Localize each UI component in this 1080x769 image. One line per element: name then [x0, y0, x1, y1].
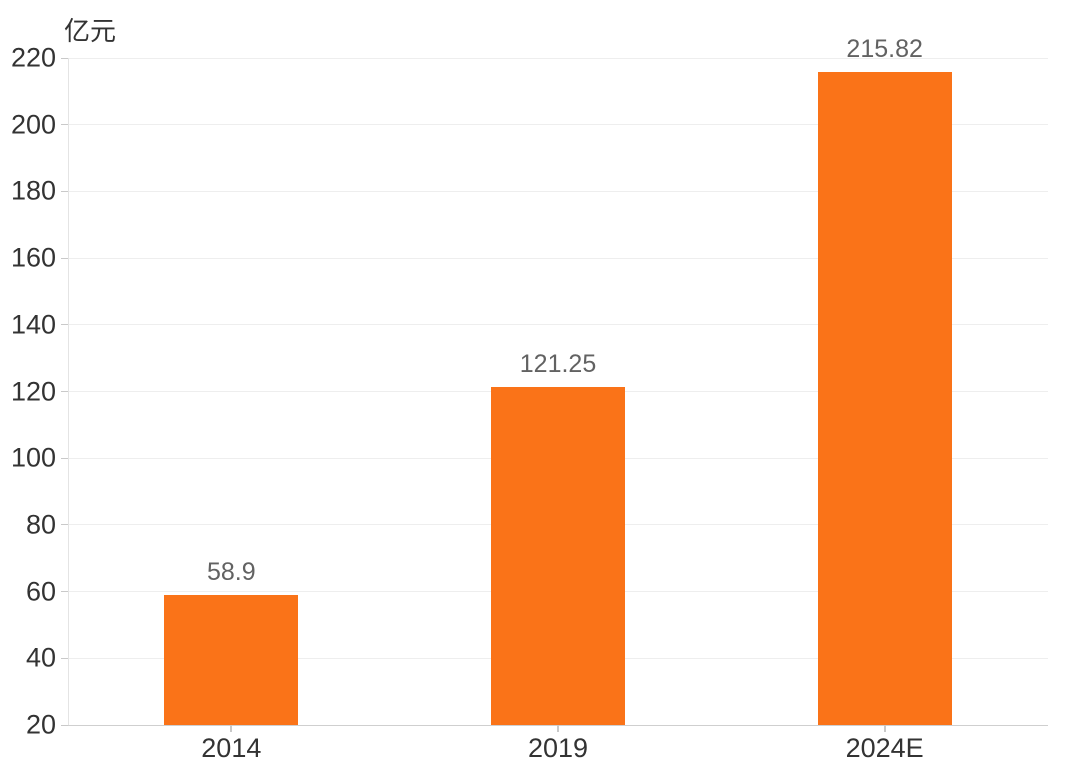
y-axis-tick-label: 40: [25, 642, 56, 673]
x-axis-tick: [557, 725, 559, 732]
y-axis-tick-label: 200: [10, 109, 56, 140]
bar-value-label: 121.25: [519, 350, 597, 379]
y-axis-tick: [61, 57, 68, 59]
y-axis-tick: [61, 190, 68, 192]
x-axis-tick-label: 2014: [201, 733, 262, 763]
x-axis-tick-label: 2024E: [845, 733, 924, 763]
y-axis-tick: [61, 524, 68, 526]
bar-value-label: 215.82: [846, 34, 923, 63]
x-axis-tick-label: 2019: [527, 733, 589, 763]
bar-2019: [491, 387, 625, 725]
y-gridline: [68, 190, 1048, 192]
y-axis-tick: [61, 657, 68, 659]
y-axis-tick: [61, 391, 68, 392]
bar-value-label: 58.9: [206, 558, 256, 587]
bar-2014: [164, 595, 299, 725]
y-axis-tick-label: 60: [25, 576, 56, 607]
x-axis-tick: [230, 725, 233, 732]
y-axis-tick: [61, 591, 68, 593]
x-axis-tick: [883, 725, 886, 732]
y-axis-tick: [61, 124, 68, 126]
y-gridline: [68, 124, 1048, 126]
y-axis-tick: [61, 724, 68, 726]
y-axis-tick-label: 140: [10, 309, 56, 340]
y-axis-tick-label: 20: [25, 709, 56, 740]
y-axis-tick: [61, 324, 68, 326]
y-axis-line: [68, 58, 69, 725]
y-axis-tick-label: 80: [25, 509, 56, 540]
y-axis-unit-label: 亿元: [64, 16, 117, 46]
y-gridline: [68, 57, 1048, 59]
y-axis-tick: [61, 257, 68, 259]
y-axis-tick: [61, 457, 68, 459]
y-gridline: [68, 257, 1048, 259]
y-axis-tick-label: 100: [10, 442, 56, 473]
y-axis-tick-label: 160: [10, 242, 56, 273]
y-axis-tick-label: 180: [10, 175, 56, 206]
y-axis-tick-label: 120: [10, 376, 56, 406]
y-gridline: [68, 324, 1048, 326]
y-axis-tick-label: 220: [10, 42, 56, 73]
bar-2024e: [817, 71, 952, 725]
